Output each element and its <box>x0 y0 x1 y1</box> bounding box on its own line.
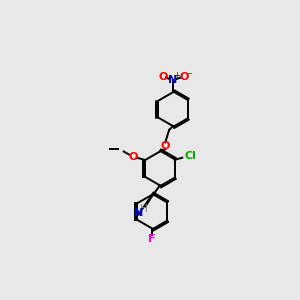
Text: Cl: Cl <box>184 151 196 161</box>
Text: −: − <box>185 69 193 79</box>
Text: O: O <box>179 72 188 82</box>
Text: O: O <box>160 141 170 151</box>
Text: F: F <box>148 233 156 244</box>
Text: O: O <box>128 152 138 162</box>
Text: N: N <box>134 208 143 218</box>
Text: O: O <box>158 72 168 82</box>
Text: +: + <box>173 71 180 80</box>
Text: N: N <box>168 75 178 85</box>
Text: H: H <box>140 204 148 214</box>
